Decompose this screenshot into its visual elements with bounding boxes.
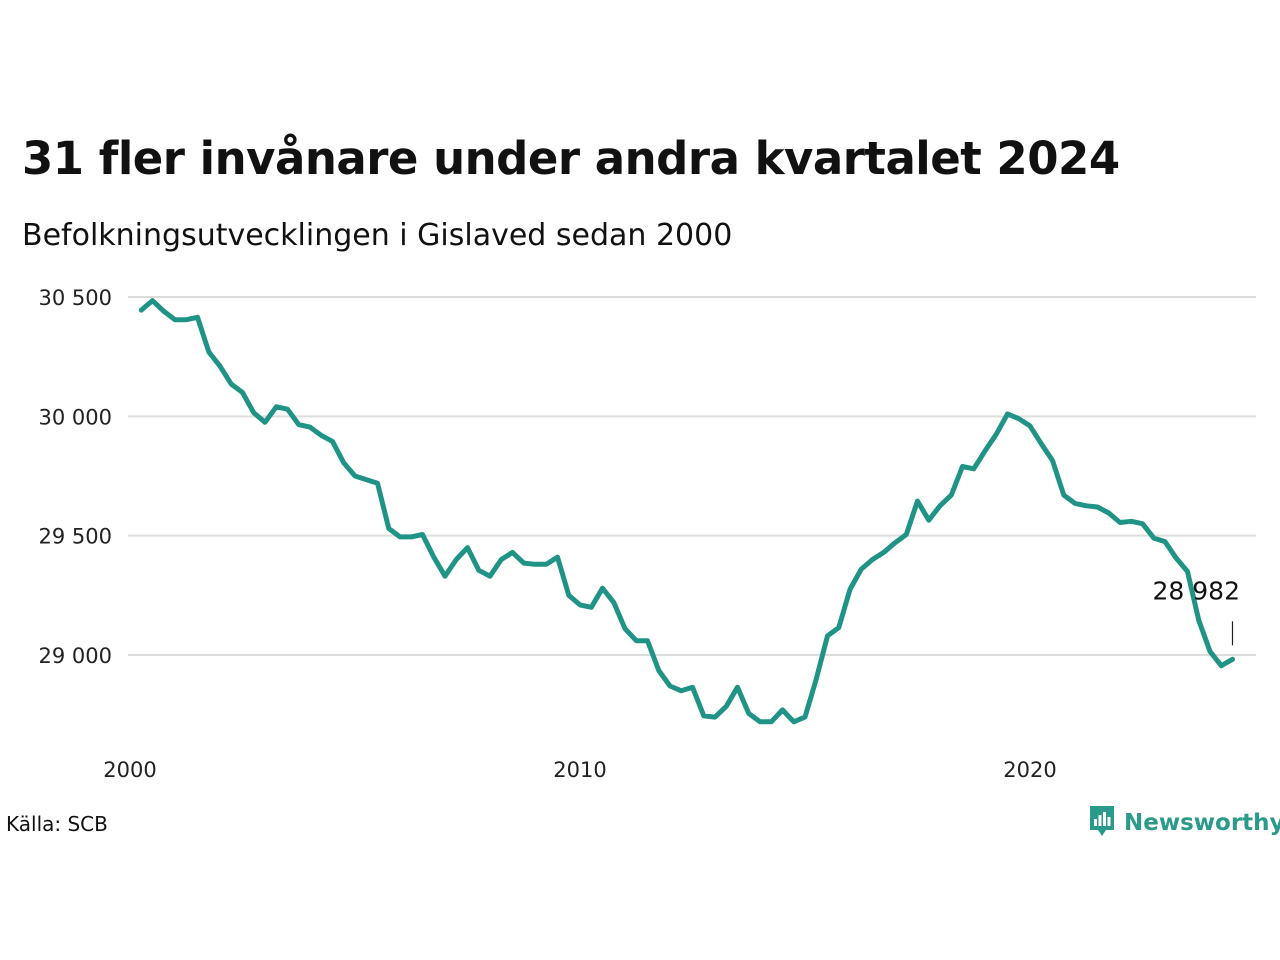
x-tick-label: 2000 xyxy=(103,758,156,782)
brand-name: Newsworthy xyxy=(1124,810,1280,836)
source-label: Källa: SCB xyxy=(6,812,108,836)
x-tick-label: 2010 xyxy=(553,758,606,782)
chart-title: 31 fler invånare under andra kvartalet 2… xyxy=(22,132,1120,185)
y-tick-label: 29 500 xyxy=(39,525,112,549)
brand-logo[interactable]: Newsworthy xyxy=(1088,804,1280,842)
chart-subtitle: Befolkningsutvecklingen i Gislaved sedan… xyxy=(22,218,733,253)
y-tick-label: 30 000 xyxy=(39,405,112,429)
newsworthy-logo-icon xyxy=(1088,804,1116,842)
y-tick-label: 30 500 xyxy=(39,286,112,310)
last-value-label: 28 982 xyxy=(1153,576,1240,605)
y-tick-label: 29 000 xyxy=(39,644,112,668)
series-line xyxy=(138,298,1235,725)
x-tick-label: 2020 xyxy=(1003,758,1056,782)
